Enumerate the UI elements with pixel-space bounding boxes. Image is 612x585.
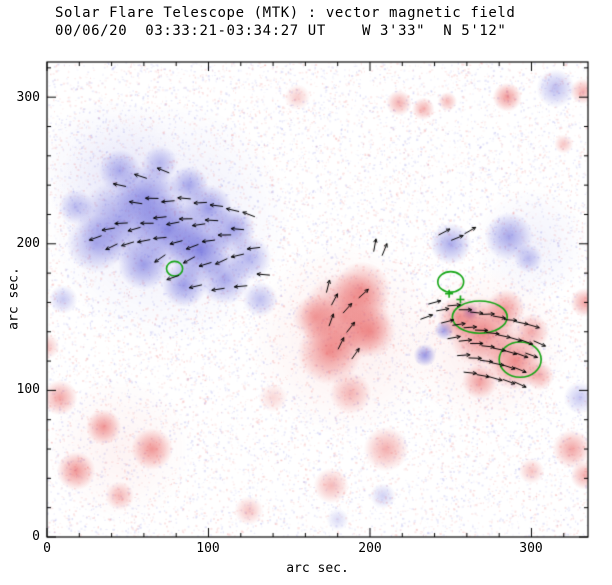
y-tick-label: 0 bbox=[32, 529, 40, 544]
y-tick-label: 100 bbox=[16, 382, 40, 397]
y-tick-label: 200 bbox=[16, 236, 40, 251]
chart-subtitle: 00/06/20 03:33:21-03:34:27 UT W 3'33" N … bbox=[55, 23, 507, 39]
y-tick-label: 300 bbox=[16, 90, 40, 105]
x-tick-label: 100 bbox=[196, 541, 220, 556]
chart-title: Solar Flare Telescope (MTK) : vector mag… bbox=[55, 5, 516, 21]
y-axis-label: arc sec. bbox=[6, 267, 22, 330]
x-tick-label: 0 bbox=[43, 541, 51, 556]
x-tick-label: 300 bbox=[519, 541, 543, 556]
x-axis-label: arc sec. bbox=[286, 561, 349, 576]
x-tick-label: 200 bbox=[358, 541, 382, 556]
